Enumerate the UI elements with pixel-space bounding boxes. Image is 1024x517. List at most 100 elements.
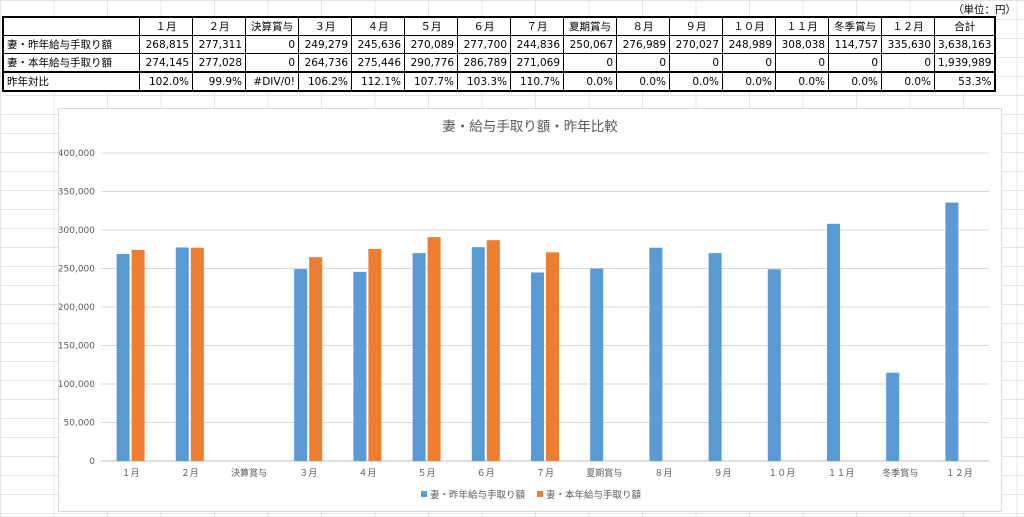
bar-last-year[interactable]: [412, 253, 426, 461]
row-label-cell[interactable]: 昨年対比: [2, 71, 140, 92]
value-cell[interactable]: 268,815: [139, 35, 193, 54]
header-cell[interactable]: 合計: [934, 16, 996, 36]
table-header-row: １月 ２月 決算賞与 ３月 ４月 ５月 ６月 ７月 夏期賞与 ８月 ９月 １０月 １１月 冬季賞与 １２月合…: [2, 16, 996, 36]
value-cell[interactable]: 0.0%: [563, 71, 617, 92]
value-cell[interactable]: 277,311: [192, 35, 246, 54]
gridlines: [101, 152, 989, 462]
value-cell[interactable]: 308,038: [775, 35, 829, 54]
bar-last-year[interactable]: [945, 202, 959, 461]
bar-this-year[interactable]: [427, 237, 441, 461]
bar-last-year[interactable]: [827, 223, 840, 461]
bar-last-year[interactable]: [353, 271, 367, 461]
value-cell[interactable]: 0: [669, 53, 723, 73]
bar-last-year[interactable]: [175, 247, 189, 461]
value-cell[interactable]: 112.1%: [351, 71, 405, 92]
bar-this-year[interactable]: [131, 249, 145, 461]
header-cell[interactable]: １０月: [722, 16, 776, 36]
bar-this-year[interactable]: [368, 248, 382, 461]
header-cell[interactable]: ４月: [351, 16, 405, 36]
chart-area[interactable]: 妻・給与手取り額・昨年比較 0 50,000 100,000 150,000 200,0…: [58, 108, 1002, 512]
value-cell[interactable]: 271,069: [510, 53, 564, 73]
header-cell[interactable]: １２月: [881, 16, 935, 36]
bar-last-year[interactable]: [294, 269, 308, 461]
value-cell[interactable]: 248,989: [722, 35, 776, 54]
value-cell[interactable]: 290,776: [404, 53, 458, 73]
header-cell[interactable]: ８月: [616, 16, 670, 36]
value-cell[interactable]: 249,279: [298, 35, 352, 54]
value-cell[interactable]: 0: [616, 53, 670, 73]
value-cell[interactable]: 3,638,163: [934, 35, 996, 54]
value-cell[interactable]: 107.7%: [404, 71, 458, 92]
value-cell[interactable]: 274,145: [139, 53, 193, 73]
value-cell[interactable]: 335,630: [881, 35, 935, 54]
value-cell[interactable]: 0: [881, 53, 935, 73]
header-cell[interactable]: 冬季賞与: [828, 16, 882, 36]
value-cell[interactable]: 0: [563, 53, 617, 73]
header-cell[interactable]: ３月: [298, 16, 352, 36]
value-cell[interactable]: 1,939,989: [934, 53, 996, 73]
value-cell[interactable]: 286,789: [457, 53, 511, 73]
bar-last-year[interactable]: [590, 268, 604, 461]
value-cell[interactable]: 0: [245, 53, 299, 73]
value-cell[interactable]: 0.0%: [722, 71, 776, 92]
value-cell[interactable]: 106.2%: [298, 71, 352, 92]
value-cell[interactable]: 0.0%: [881, 71, 935, 92]
header-corner-cell[interactable]: [2, 16, 140, 36]
header-cell[interactable]: ５月: [404, 16, 458, 36]
row-label-cell[interactable]: 妻・本年給与手取り額: [2, 53, 140, 73]
value-cell[interactable]: 245,636: [351, 35, 405, 54]
value-cell[interactable]: 0.0%: [828, 71, 882, 92]
value-cell[interactable]: 99.9%: [192, 71, 246, 92]
bar-last-year[interactable]: [531, 272, 544, 461]
value-cell[interactable]: 110.7%: [510, 71, 564, 92]
value-cell[interactable]: 0.0%: [616, 71, 670, 92]
legend-label[interactable]: 妻・本年給与手取り額: [546, 489, 642, 501]
value-cell[interactable]: 0: [245, 35, 299, 54]
value-cell[interactable]: 114,757: [828, 35, 882, 54]
value-cell[interactable]: 276,989: [616, 35, 670, 54]
bar-this-year[interactable]: [309, 257, 323, 461]
value-cell[interactable]: 0: [775, 53, 829, 73]
value-cell[interactable]: 102.0%: [139, 71, 193, 92]
value-cell[interactable]: 250,067: [563, 35, 617, 54]
y-tick-label: 400,000: [59, 149, 95, 159]
legend-label[interactable]: 妻・昨年給与手取り額: [430, 489, 526, 501]
value-cell[interactable]: 270,027: [669, 35, 723, 54]
bar-this-year[interactable]: [546, 252, 559, 461]
header-cell[interactable]: １１月: [775, 16, 829, 36]
bar-last-year[interactable]: [471, 247, 485, 461]
value-cell[interactable]: 244,836: [510, 35, 564, 54]
value-cell[interactable]: 0: [828, 53, 882, 73]
header-cell[interactable]: １月: [139, 16, 193, 36]
row-label-cell[interactable]: 妻・昨年給与手取り額: [2, 35, 140, 54]
bar-last-year[interactable]: [767, 269, 781, 461]
value-cell[interactable]: 277,028: [192, 53, 246, 73]
value-cell[interactable]: 264,736: [298, 53, 352, 73]
header-cell[interactable]: ９月: [669, 16, 723, 36]
value-cell[interactable]: 277,700: [457, 35, 511, 54]
bar-last-year[interactable]: [886, 372, 900, 461]
bar-this-year[interactable]: [486, 240, 500, 461]
chart-title: 妻・給与手取り額・昨年比較: [442, 119, 618, 135]
bar-last-year[interactable]: [649, 247, 663, 461]
x-tick-label: ９月: [714, 468, 732, 479]
x-tick-label: １２月: [946, 468, 973, 479]
value-cell[interactable]: #DIV/0!: [245, 71, 299, 92]
value-cell[interactable]: 0.0%: [669, 71, 723, 92]
y-tick-label: 50,000: [64, 419, 96, 429]
value-cell[interactable]: 103.3%: [457, 71, 511, 92]
value-cell[interactable]: 0: [722, 53, 776, 73]
header-cell[interactable]: ６月: [457, 16, 511, 36]
header-cell[interactable]: ７月: [510, 16, 564, 36]
bar-last-year[interactable]: [708, 253, 722, 461]
value-cell[interactable]: 270,089: [404, 35, 458, 54]
header-cell[interactable]: 決算賞与: [245, 16, 299, 36]
value-cell[interactable]: 53.3%: [934, 71, 996, 92]
header-cell[interactable]: ２月: [192, 16, 246, 36]
header-cell[interactable]: 夏期賞与: [563, 16, 617, 36]
value-cell[interactable]: 275,446: [351, 53, 405, 73]
value-cell[interactable]: 0.0%: [775, 71, 829, 92]
bar-last-year[interactable]: [116, 254, 130, 461]
bar-this-year[interactable]: [190, 247, 204, 461]
bar-chart: 妻・給与手取り額・昨年比較 0 50,000 100,000 150,000 200,0…: [59, 119, 989, 501]
